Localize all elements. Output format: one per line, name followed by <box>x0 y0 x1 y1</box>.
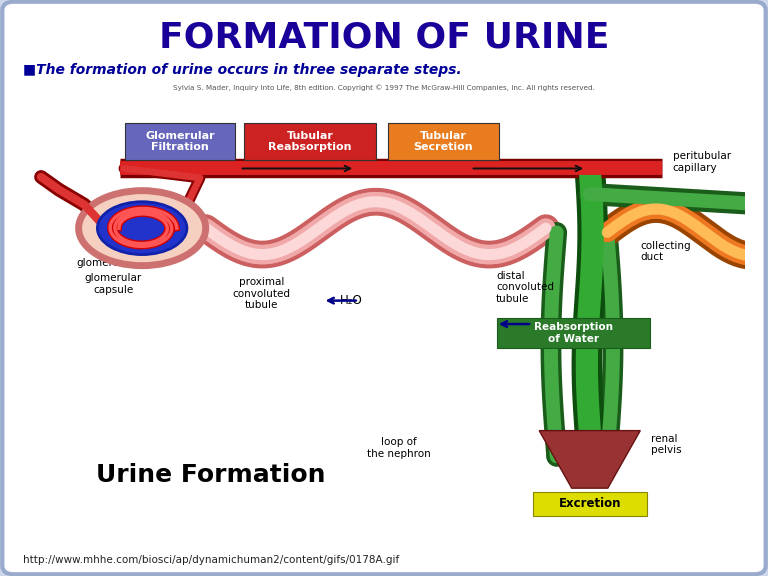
Text: H₂O: H₂O <box>339 294 362 307</box>
Text: loop of
the nephron: loop of the nephron <box>366 437 430 458</box>
FancyBboxPatch shape <box>244 123 376 160</box>
Text: collecting
duct: collecting duct <box>641 241 691 263</box>
Text: proximal
convoluted
tubule: proximal convoluted tubule <box>232 277 290 310</box>
Text: H₂O: H₂O <box>513 317 535 331</box>
Text: peritubular
capillary: peritubular capillary <box>673 151 731 173</box>
Text: distal
convoluted
tubule: distal convoluted tubule <box>496 271 554 304</box>
Circle shape <box>98 202 187 255</box>
Polygon shape <box>539 431 641 488</box>
Text: Tubular
Reabsorption: Tubular Reabsorption <box>268 131 352 153</box>
Text: Urine Formation: Urine Formation <box>96 463 326 487</box>
Text: renal
pelvis: renal pelvis <box>651 434 682 455</box>
FancyBboxPatch shape <box>533 491 647 516</box>
Text: ■The formation of urine occurs in three separate steps.: ■The formation of urine occurs in three … <box>23 63 462 77</box>
Text: FORMATION OF URINE: FORMATION OF URINE <box>159 20 609 55</box>
Text: glomerulus: glomerulus <box>77 258 135 268</box>
Text: glomerular
capsule: glomerular capsule <box>84 273 142 294</box>
Text: Glomerular
Filtration: Glomerular Filtration <box>145 131 215 153</box>
Circle shape <box>78 191 206 266</box>
FancyBboxPatch shape <box>389 123 498 160</box>
FancyBboxPatch shape <box>125 123 235 160</box>
Text: Tubular
Secretion: Tubular Secretion <box>414 131 473 153</box>
Text: http://www.mhhe.com/biosci/ap/dynamichuman2/content/gifs/0178A.gif: http://www.mhhe.com/biosci/ap/dynamichum… <box>23 555 399 565</box>
Text: Sylvia S. Mader, Inquiry Into Life, 8th edition. Copyright © 1997 The McGraw-Hil: Sylvia S. Mader, Inquiry Into Life, 8th … <box>173 84 595 91</box>
FancyBboxPatch shape <box>497 318 650 348</box>
Text: Excretion: Excretion <box>558 498 621 510</box>
Text: Reabsorption
of Water: Reabsorption of Water <box>534 322 613 344</box>
